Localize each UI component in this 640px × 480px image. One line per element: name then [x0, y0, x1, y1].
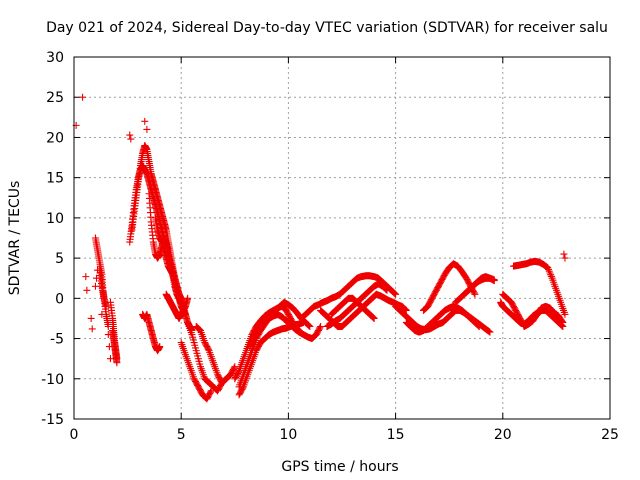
x-tick-label: 5 — [177, 427, 186, 443]
y-tick-label: 25 — [46, 90, 64, 106]
data-point-isolated — [560, 250, 568, 258]
data-point-end-4 — [537, 306, 545, 314]
data-point-late-1 — [486, 328, 494, 336]
data-point-isolated — [561, 254, 569, 262]
y-tick-label: 20 — [46, 130, 64, 146]
y-tick-label: 10 — [46, 211, 64, 227]
x-tick-label: 15 — [387, 427, 405, 443]
data-point-mid-1 — [392, 290, 400, 298]
data-point-rise-4 — [305, 322, 313, 330]
x-tick-label: 20 — [494, 427, 512, 443]
data-point-rise-3 — [234, 368, 242, 376]
data-point-end-2 — [558, 317, 566, 325]
data-point-late-2 — [475, 322, 483, 330]
data-point-rise-2 — [317, 322, 325, 330]
y-tick-label: 5 — [55, 251, 64, 267]
data-point-late-5 — [490, 277, 498, 285]
data-point-rise-4 — [304, 321, 312, 329]
data-point-isolated — [87, 314, 95, 322]
data-point-late-3 — [471, 290, 479, 298]
data-point-late-3 — [470, 289, 478, 297]
axis-ticks: 0 5 10 15 20 25 -15 -10 -5 0 5 10 15 20 25 30 — [41, 50, 619, 443]
data-point-end-3 — [561, 310, 569, 318]
data-point-early-d — [113, 359, 121, 367]
data-point-isolated — [126, 131, 134, 139]
y-tick-label: -15 — [41, 412, 64, 428]
data-point-end-3 — [547, 271, 555, 279]
data-point-isolated — [143, 125, 151, 133]
data-point-rise-2 — [316, 324, 324, 332]
y-tick-label: 0 — [55, 291, 64, 307]
data-point-dip-3 — [230, 364, 238, 372]
data-point-dip-3 — [204, 345, 212, 353]
data-point-low-a — [156, 343, 164, 351]
data-point-end-3 — [545, 266, 553, 274]
data-point-dip-2 — [207, 387, 215, 395]
data-point-mid-3 — [383, 286, 391, 294]
data-point-late-2 — [474, 321, 482, 329]
grid-lines — [74, 57, 610, 419]
data-point-isolated — [127, 135, 135, 143]
y-tick-label: 30 — [46, 50, 64, 66]
x-tick-label: 10 — [279, 427, 297, 443]
data-point-mid-3 — [382, 286, 390, 294]
data-point-mid-1 — [390, 289, 398, 297]
data-point-mid-1 — [391, 290, 399, 298]
data-point-end-3 — [546, 269, 554, 277]
data-point-isolated — [88, 325, 96, 333]
data-point-end-4 — [536, 308, 544, 316]
plot-frame — [73, 56, 611, 420]
data-point-rise-3 — [294, 326, 302, 334]
data-point-rise-4 — [306, 322, 314, 330]
data-point-mid-3 — [382, 285, 390, 293]
data-point-end-2 — [559, 318, 567, 326]
x-tick-label: 0 — [70, 427, 79, 443]
data-point-mid-4 — [369, 313, 377, 321]
data-point-end-4 — [537, 307, 545, 315]
data-point-isolated — [106, 355, 114, 363]
y-axis-label: SDTVAR / TECUs — [7, 181, 23, 296]
data-point-end-3 — [545, 267, 553, 275]
data-point-peak-5 — [184, 294, 192, 302]
y-tick-label: -5 — [50, 332, 64, 348]
data-point-dip-2 — [207, 388, 215, 396]
data-point-isolated — [82, 273, 90, 281]
data-point-isolated — [141, 117, 149, 125]
data-point-mid-4 — [370, 314, 378, 322]
y-tick-label: 15 — [46, 171, 64, 187]
data-point-end-3 — [547, 272, 555, 280]
data-point-isolated — [83, 286, 91, 294]
data-point-isolated — [79, 93, 87, 101]
data-points — [72, 93, 569, 403]
data-point-late-2 — [475, 322, 483, 330]
y-tick-label: -10 — [41, 372, 64, 388]
data-point-rise-3 — [294, 325, 302, 333]
x-axis-label: GPS time / hours — [281, 459, 398, 475]
x-tick-label: 25 — [601, 427, 619, 443]
data-point-mid-4 — [369, 314, 377, 322]
data-point-rise-3 — [295, 327, 303, 335]
chart-title: Day 021 of 2024, Sidereal Day-to-day VTE… — [46, 20, 608, 36]
data-point-isolated — [91, 282, 99, 290]
data-point-end-3 — [544, 264, 552, 272]
